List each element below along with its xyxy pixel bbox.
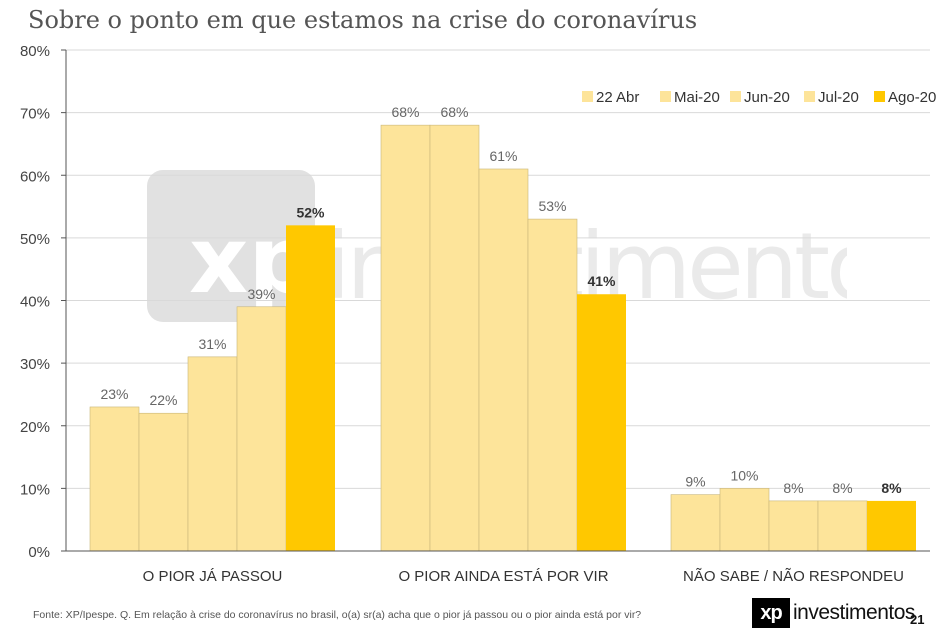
xp-logo-mark: xp — [752, 598, 790, 628]
bar — [89, 406, 140, 552]
data-label: 53% — [538, 198, 566, 214]
bar — [867, 500, 916, 551]
x-category-label: NÃO SABE / NÃO RESPONDEU — [683, 568, 904, 585]
bar-chart: 0% 10% 20% 30% 40% 50% 60% 70% 80% 23% 22% 31% 39% 5… — [20, 43, 936, 585]
y-axis: 0% 10% 20% 30% 40% 50% 60% 70% 80% — [20, 43, 66, 561]
legend: 22 Abr Mai-20 Jun-20 Jul-20 Ago-20 — [582, 89, 936, 106]
y-tick-label: 0% — [28, 544, 50, 561]
x-category-label: O PIOR JÁ PASSOU — [143, 568, 283, 585]
data-label: 31% — [198, 336, 226, 352]
legend-swatch — [804, 91, 815, 102]
bar — [478, 168, 529, 552]
y-tick-label: 50% — [20, 231, 50, 248]
data-label: 8% — [881, 480, 902, 496]
y-tick-label: 20% — [20, 419, 50, 436]
bar — [380, 124, 431, 552]
y-tick-label: 10% — [20, 481, 50, 498]
data-label: 61% — [489, 148, 517, 164]
bar — [429, 124, 480, 552]
data-label: 68% — [391, 104, 419, 120]
data-label: 41% — [587, 273, 616, 289]
legend-swatch — [874, 91, 885, 102]
source-note: Fonte: XP/Ipespe. Q. Em relação à crise … — [33, 609, 642, 621]
y-tick-label: 60% — [20, 168, 50, 185]
y-tick-label: 40% — [20, 294, 50, 311]
x-category-label: O PIOR AINDA ESTÁ POR VIR — [398, 568, 608, 585]
bar — [187, 356, 238, 552]
page-number: 21 — [910, 612, 925, 627]
bar — [527, 218, 578, 552]
y-tick-label: 80% — [20, 43, 50, 60]
data-label: 52% — [296, 204, 325, 220]
legend-swatch — [582, 91, 593, 102]
bar — [577, 294, 626, 551]
data-label: 23% — [100, 386, 128, 402]
xp-logo-word: investimentos — [793, 601, 915, 624]
legend-label: 22 Abr — [596, 89, 639, 106]
y-tick-label: 30% — [20, 356, 50, 373]
bar — [138, 412, 189, 552]
bars — [89, 124, 916, 552]
chart-title: Sobre o ponto em que estamos na crise do… — [28, 6, 698, 34]
legend-label: Ago-20 — [888, 89, 936, 106]
data-label: 8% — [783, 480, 803, 496]
bar — [286, 225, 335, 551]
data-label: 22% — [149, 392, 177, 408]
bar — [768, 500, 819, 552]
legend-label: Mai-20 — [674, 89, 720, 106]
legend-label: Jun-20 — [744, 89, 790, 106]
data-label: 8% — [832, 480, 852, 496]
legend-label: Jul-20 — [818, 89, 859, 106]
data-labels: 23% 22% 31% 39% 52% 68% 68% 61% 53% 41% 9% 10% 8% 8% 8… — [100, 104, 902, 496]
bar — [670, 494, 721, 552]
x-axis-labels: O PIOR JÁ PASSOU O PIOR AINDA ESTÁ POR VI… — [143, 568, 904, 585]
data-label: 39% — [247, 286, 275, 302]
bar — [817, 500, 868, 552]
legend-swatch — [660, 91, 671, 102]
brand-logo: xp investimentos — [752, 598, 915, 628]
legend-swatch — [730, 91, 741, 102]
bar — [719, 488, 770, 552]
y-tick-label: 70% — [20, 106, 50, 123]
data-label: 10% — [730, 467, 758, 483]
data-label: 68% — [440, 104, 468, 120]
bar — [236, 306, 287, 552]
data-label: 9% — [685, 474, 705, 490]
